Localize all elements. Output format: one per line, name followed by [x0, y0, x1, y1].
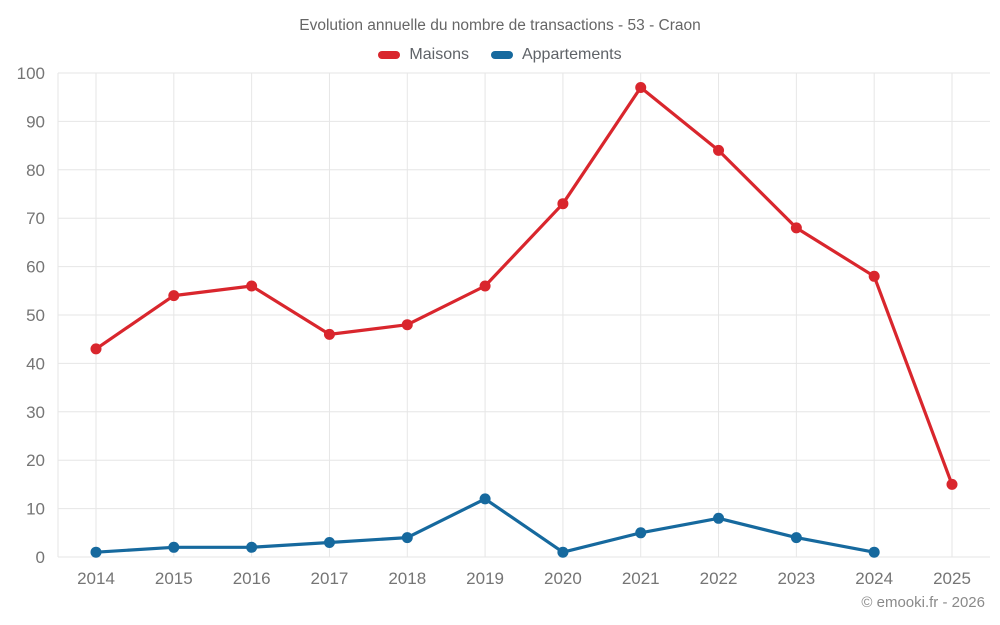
- x-axis-tick-label: 2016: [233, 569, 271, 588]
- x-axis-tick-label: 2014: [77, 569, 115, 588]
- x-axis-tick-label: 2020: [544, 569, 582, 588]
- x-axis-tick-label: 2022: [700, 569, 738, 588]
- legend-label-appartements: Appartements: [521, 46, 622, 63]
- y-axis-tick-label: 0: [36, 548, 45, 567]
- legend-item-appartements[interactable]: Appartements: [490, 46, 622, 64]
- x-axis-tick-label: 2025: [933, 569, 971, 588]
- x-axis-tick-label: 2021: [622, 569, 660, 588]
- data-point-appartements-2020[interactable]: [557, 546, 569, 558]
- data-point-maisons-2017[interactable]: [323, 328, 335, 340]
- data-point-appartements-2017[interactable]: [323, 537, 335, 548]
- x-axis-tick-label: 2019: [466, 569, 504, 588]
- data-point-maisons-2016[interactable]: [246, 280, 258, 292]
- data-point-appartements-2024[interactable]: [868, 546, 880, 558]
- maisons-series-marker-icon: [378, 51, 401, 59]
- y-axis-tick-label: 50: [26, 306, 45, 325]
- series-line-maisons: [94, 85, 954, 486]
- y-axis-tick-label: 70: [26, 209, 45, 228]
- appartements-series-marker-icon: [490, 51, 513, 59]
- y-axis-tick-label: 30: [26, 403, 45, 422]
- data-point-appartements-2014[interactable]: [90, 546, 102, 558]
- data-point-maisons-2015[interactable]: [168, 290, 180, 302]
- y-axis-tick-label: 20: [26, 451, 45, 470]
- data-point-maisons-2020[interactable]: [557, 198, 569, 210]
- legend-item-maisons[interactable]: Maisons: [378, 46, 469, 64]
- data-point-appartements-2022[interactable]: [713, 512, 725, 524]
- copyright-text: © emooki.fr - 2026: [861, 594, 985, 611]
- data-point-appartements-2015[interactable]: [168, 541, 180, 553]
- y-axis-tick-label: 60: [26, 258, 45, 277]
- data-point-maisons-2014[interactable]: [90, 343, 102, 355]
- y-axis-tick-label: 90: [26, 112, 45, 131]
- x-axis-tick-label: 2024: [855, 569, 893, 588]
- data-point-maisons-2019[interactable]: [479, 280, 491, 292]
- data-point-maisons-2024[interactable]: [868, 270, 880, 282]
- chart-legend: Maisons Appartements: [0, 46, 1000, 64]
- data-point-appartements-2021[interactable]: [635, 527, 647, 539]
- data-point-appartements-2023[interactable]: [790, 532, 802, 544]
- data-point-maisons-2023[interactable]: [790, 222, 802, 234]
- data-point-maisons-2018[interactable]: [401, 319, 413, 331]
- data-point-appartements-2016[interactable]: [246, 541, 258, 553]
- legend-label-maisons: Maisons: [409, 46, 469, 63]
- data-point-appartements-2018[interactable]: [401, 532, 413, 544]
- data-point-maisons-2022[interactable]: [713, 144, 725, 156]
- data-point-maisons-2025[interactable]: [946, 478, 958, 490]
- y-axis-tick-label: 10: [26, 500, 45, 519]
- x-axis-tick-label: 2023: [777, 569, 815, 588]
- y-axis-tick-label: 80: [26, 161, 45, 180]
- x-axis-tick-label: 2018: [388, 569, 426, 588]
- y-axis-tick-label: 40: [26, 354, 45, 373]
- chart-title: Evolution annuelle du nombre de transact…: [299, 17, 701, 34]
- data-point-appartements-2019[interactable]: [479, 493, 491, 505]
- x-axis-tick-label: 2015: [155, 569, 193, 588]
- x-axis-tick-label: 2017: [311, 569, 349, 588]
- y-axis-tick-label: 100: [17, 64, 45, 83]
- data-point-maisons-2021[interactable]: [635, 82, 647, 93]
